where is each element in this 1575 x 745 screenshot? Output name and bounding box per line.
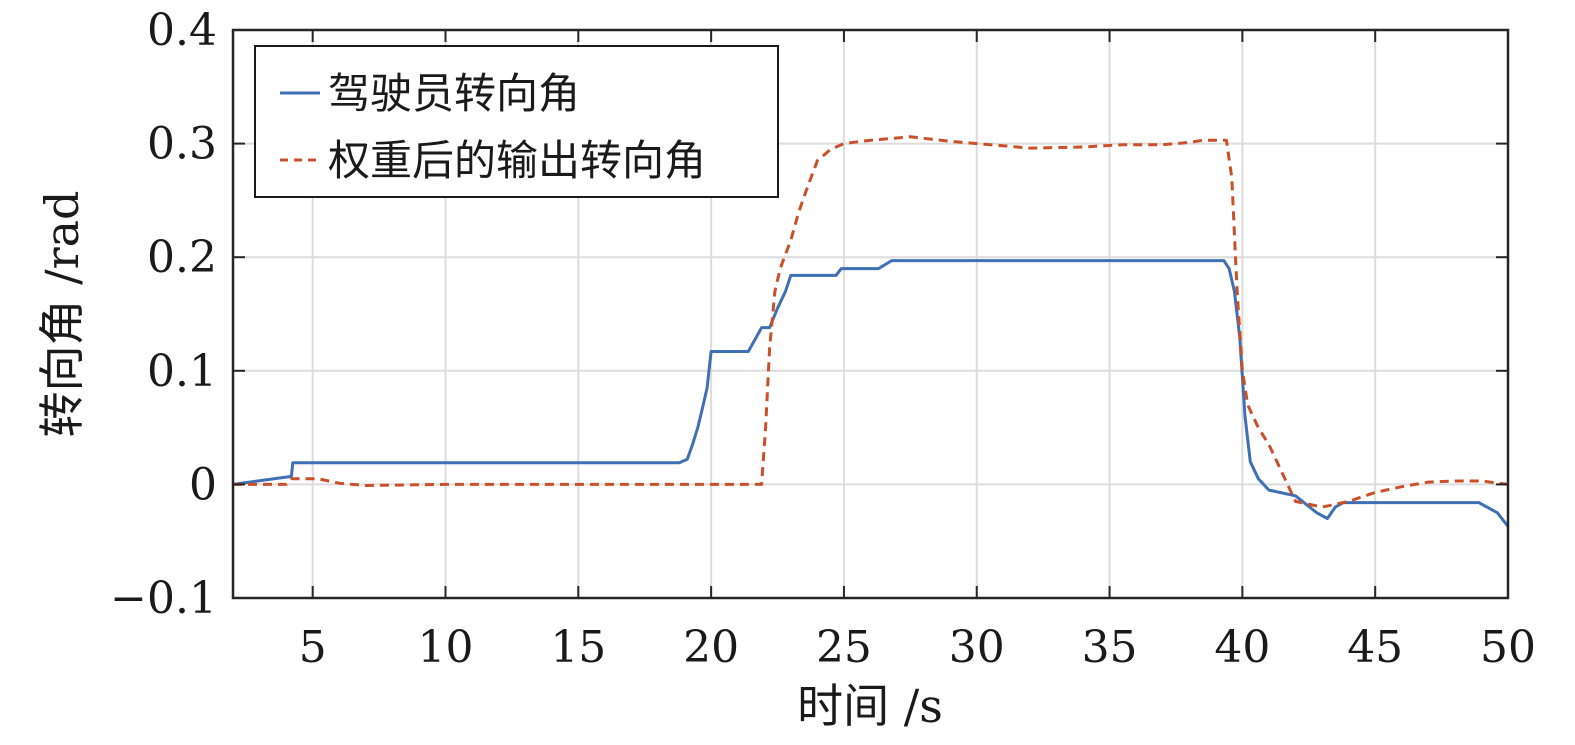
x-tick-label: 35 [1082, 622, 1138, 673]
x-tick-label: 15 [550, 622, 606, 673]
y-axis-title: 转向角 /rad [35, 191, 89, 438]
x-tick-label: 20 [683, 622, 739, 673]
x-tick-label: 45 [1347, 622, 1403, 673]
plot-frame [231, 28, 1510, 600]
y-tick-label: 0.3 [147, 119, 217, 170]
legend-label-weighted-output: 权重后的输出转向角 [328, 136, 706, 185]
x-axis-title: 时间 /s [797, 679, 943, 733]
y-tick-label: 0 [189, 459, 217, 510]
x-tick-label: 30 [949, 622, 1005, 673]
x-tick-label: 5 [299, 622, 327, 673]
y-tick-label: 0.4 [147, 5, 217, 56]
series-line-weighted-output [233, 135, 1509, 509]
y-tick-label: 0.1 [147, 346, 217, 397]
y-tick-label: 0.2 [147, 232, 217, 283]
x-tick-label: 50 [1480, 622, 1536, 673]
axis-ticks [233, 29, 1509, 599]
legend-box [254, 45, 779, 198]
y-tick-label: −0.1 [110, 573, 217, 624]
x-tick-label: 40 [1214, 622, 1270, 673]
x-tick-label: 25 [816, 622, 872, 673]
series-line-driver-steering [232, 259, 1510, 528]
x-tick-label: 10 [418, 622, 474, 673]
series-lines [232, 135, 1510, 528]
legend-label-driver-steering: 驾驶员转向角 [328, 69, 580, 118]
legend: 驾驶员转向角 权重后的输出转向角 [254, 45, 779, 198]
y-tick-labels: −0.1 0 0.1 0.2 0.3 0.4 [110, 5, 217, 624]
x-tick-labels: 5 10 15 20 25 30 35 40 45 50 [299, 622, 1536, 673]
